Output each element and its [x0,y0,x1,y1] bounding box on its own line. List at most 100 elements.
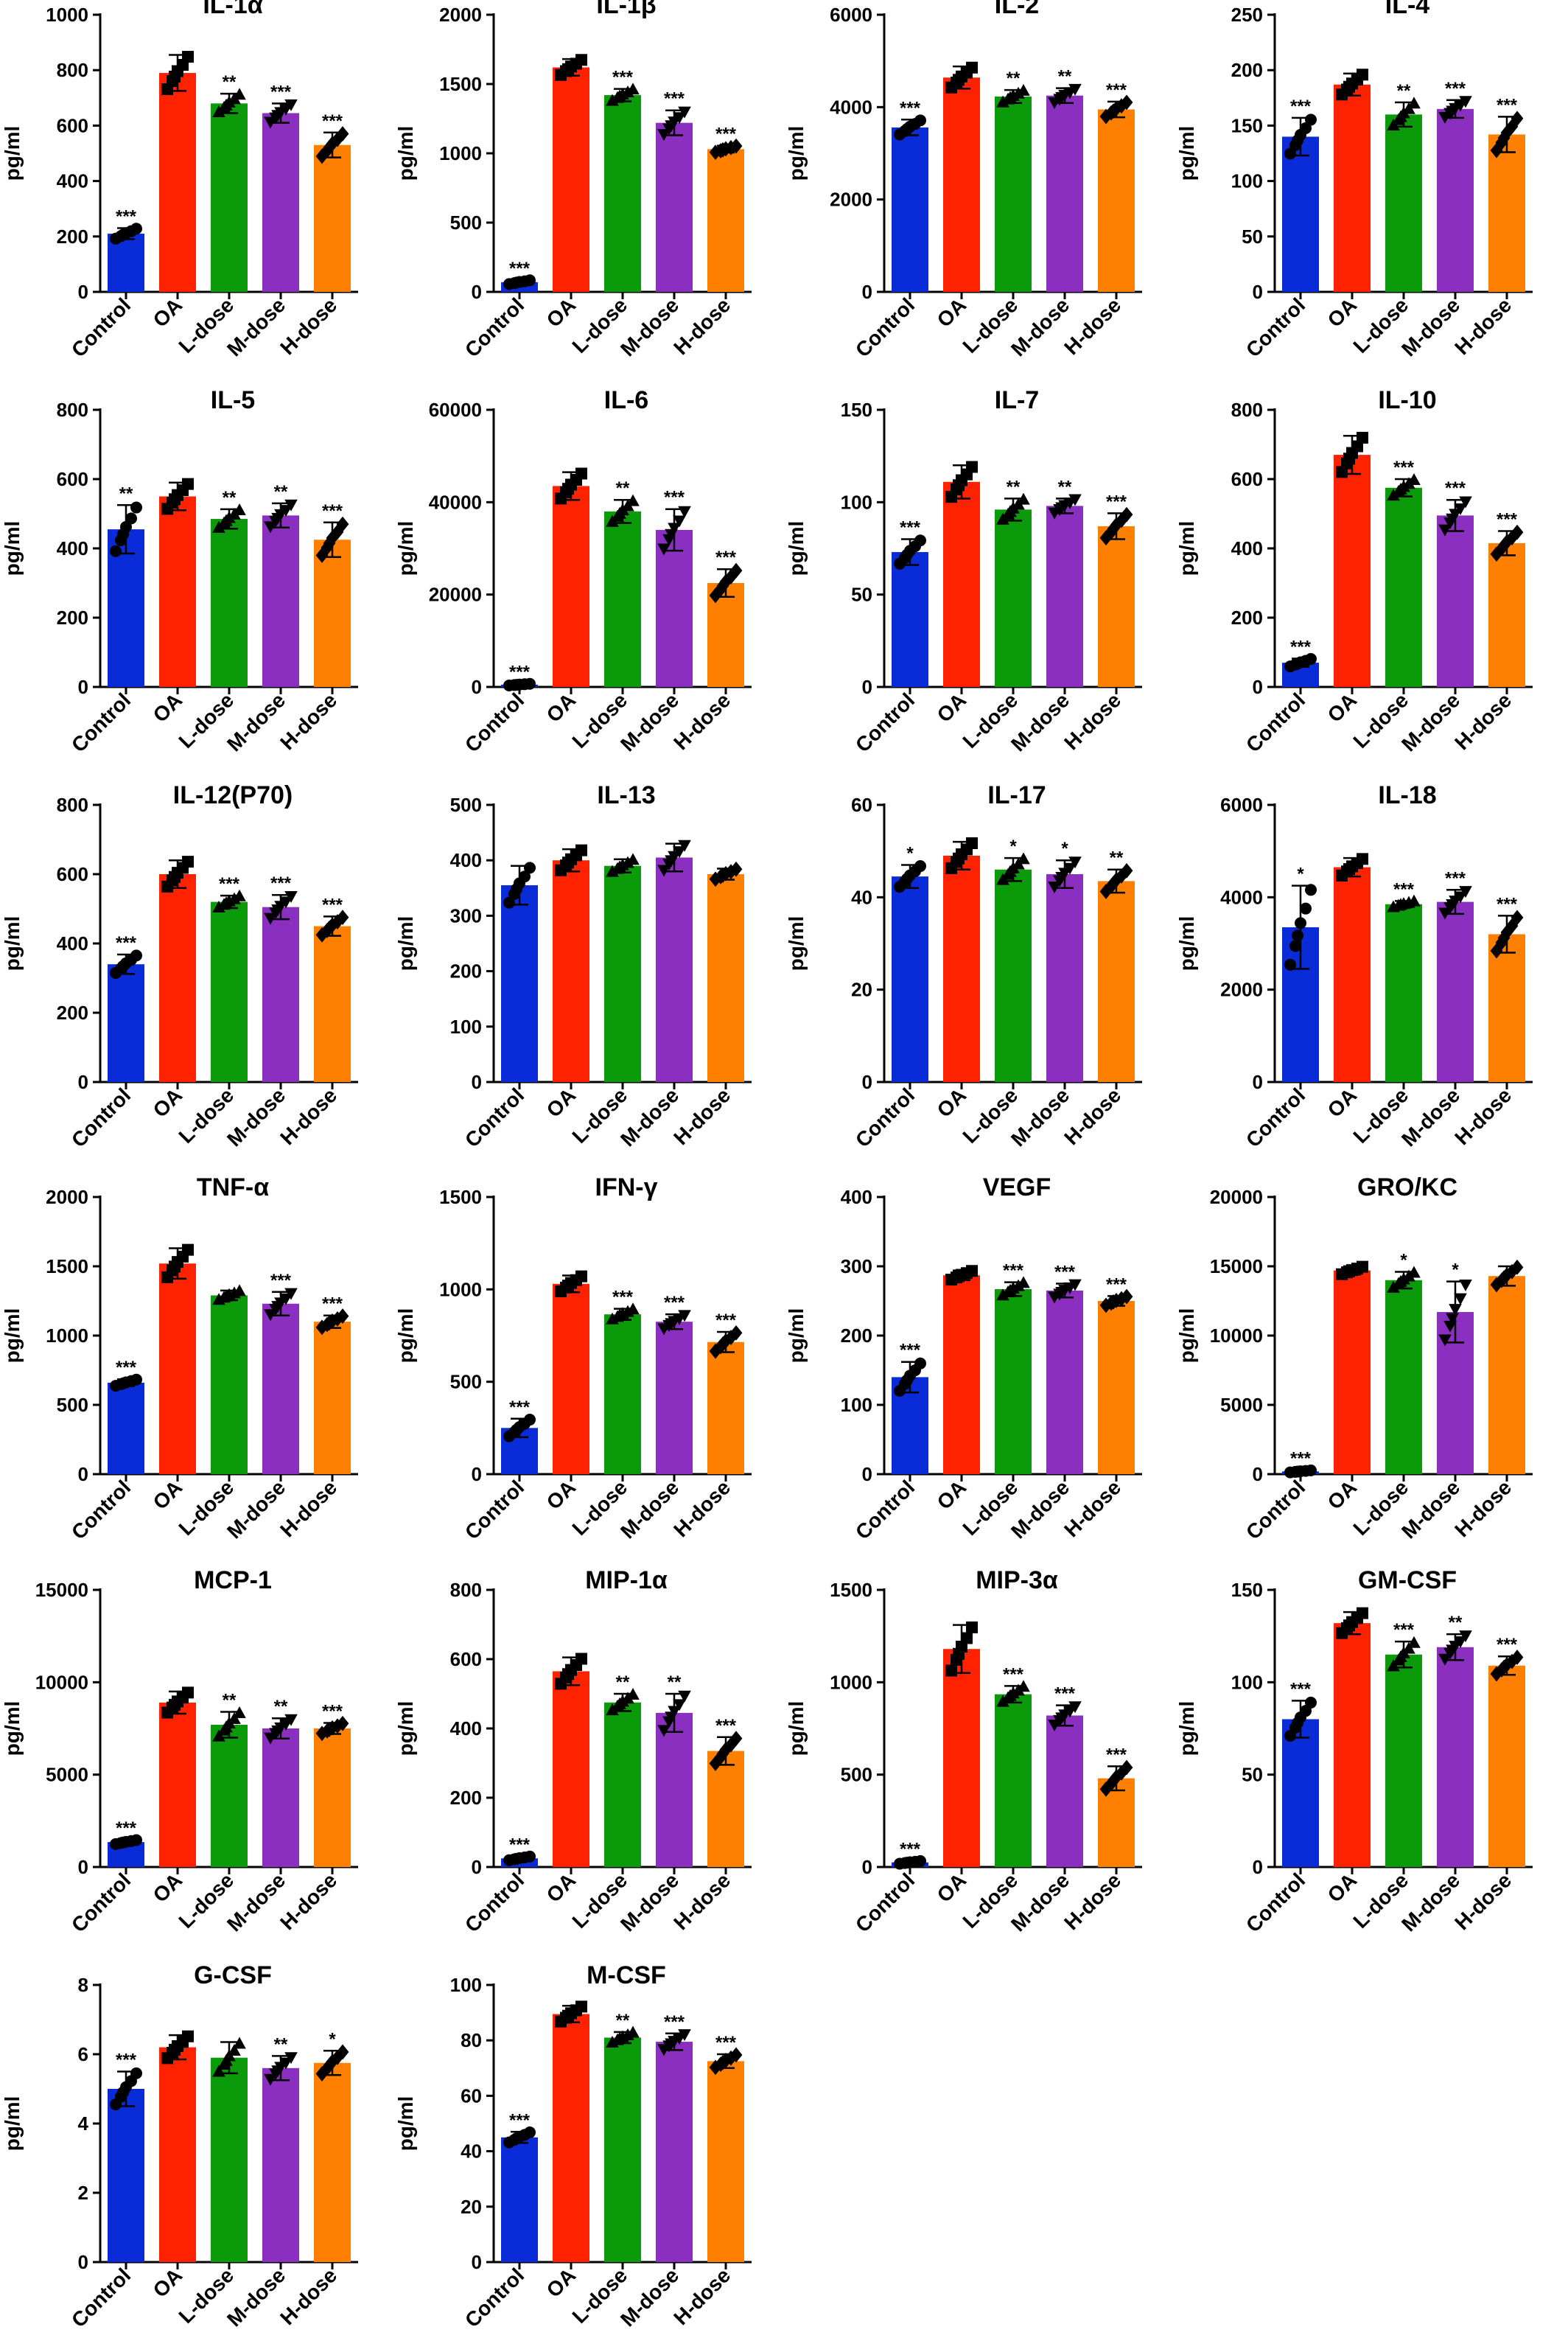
data-point [1115,1765,1128,1781]
x-tick-label: M-dose [616,1083,683,1151]
bar [1385,114,1422,292]
bar [553,1283,589,1474]
bar [314,144,351,292]
bar [604,865,641,1082]
x-tick-label: Control [461,688,528,756]
y-tick-label: 1500 [46,1255,88,1277]
x-tick-label: Control [461,1476,528,1543]
significance-label: *** [1290,97,1312,116]
y-tick-label: 1000 [439,1278,482,1300]
chart-title: IL-18 [1378,781,1436,809]
data-point [562,1668,574,1681]
significance-label: * [1400,1251,1407,1271]
data-point [331,524,344,540]
data-point [117,1836,129,1849]
y-tick-label: 2000 [46,1186,88,1208]
bar [262,113,299,292]
data-point [1107,521,1120,537]
significance-label: *** [1106,1745,1127,1765]
x-tick-label: H-dose [669,293,735,359]
bar [943,855,980,1082]
significance-label: ** [616,478,630,498]
y-tick-label: 40 [851,886,872,908]
significance-label: *** [322,1701,343,1721]
data-point [279,103,293,116]
chart-panel: GRO/KC 0 5000 10000 15000 20000 pg/ml *** Contro… [1175,1173,1533,1544]
data-point [1446,1313,1459,1325]
bar [604,1702,641,1867]
x-tick-label: OA [1323,1083,1362,1122]
x-tick-label: Control [67,2264,135,2331]
bar [1098,526,1135,687]
data-point [503,896,515,909]
x-tick-label: H-dose [1060,1476,1125,1541]
data-point [220,2053,233,2066]
data-point [716,1745,729,1762]
y-tick-label: 0 [78,1463,88,1485]
y-tick-label: 600 [1231,468,1263,490]
x-tick-label: M-dose [1007,1868,1074,1936]
data-point [271,2065,284,2078]
data-point [1505,119,1519,135]
chart-title: G-CSF [194,1961,272,1989]
chart-title: IL-13 [597,781,655,809]
data-point [169,1698,181,1711]
y-axis-label: pg/ml [1,1701,24,1756]
x-tick-label: H-dose [669,1868,735,1934]
x-tick-label: M-dose [1397,1868,1464,1936]
significance-label: ** [223,488,237,508]
data-point [1305,114,1317,126]
significance-label: *** [322,895,343,915]
y-tick-label: 800 [57,59,88,81]
significance-label: ** [1058,477,1072,497]
x-tick-label: M-dose [223,1868,290,1936]
y-tick-label: 0 [472,281,482,303]
y-tick-label: 40 [461,2140,482,2163]
bar [943,77,980,292]
data-point [1284,147,1296,160]
data-point [1343,453,1355,465]
chart-title: IL-1α [203,0,262,19]
data-point [315,1725,329,1742]
y-tick-label: 200 [57,1002,88,1024]
x-tick-label: OA [149,1476,187,1514]
data-point [562,63,574,75]
chart-title: IL-1β [596,0,656,19]
x-tick-label: M-dose [616,688,683,755]
significance-label: *** [900,98,921,118]
data-point [169,70,181,83]
bar [211,103,248,292]
x-tick-label: H-dose [669,688,735,754]
data-point [665,120,678,133]
data-point [511,1423,522,1436]
bar [211,901,248,1082]
data-point [169,493,181,506]
significance-label: *** [1445,478,1466,498]
bar [943,481,980,687]
bar [1046,506,1083,687]
y-tick-label: 100 [1231,170,1263,192]
y-tick-label: 20000 [429,584,482,606]
data-point [271,512,284,525]
data-point [1068,494,1082,506]
y-axis-label: pg/ml [1175,126,1198,181]
data-point [1004,865,1017,877]
y-tick-label: 400 [57,932,88,955]
data-point [220,98,233,111]
data-point [511,276,522,289]
data-point [716,578,729,594]
significance-label: *** [1106,80,1127,100]
significance-label: *** [1054,1684,1076,1704]
bar [314,2062,351,2262]
data-point [716,2054,729,2070]
data-point [1497,130,1511,146]
y-tick-label: 0 [1253,1856,1263,1878]
data-point [1292,1717,1303,1729]
bar [1437,108,1474,292]
data-point [169,2043,181,2056]
data-point [1497,1659,1511,1675]
x-tick-label: H-dose [669,1476,735,1541]
significance-label: *** [116,207,137,227]
